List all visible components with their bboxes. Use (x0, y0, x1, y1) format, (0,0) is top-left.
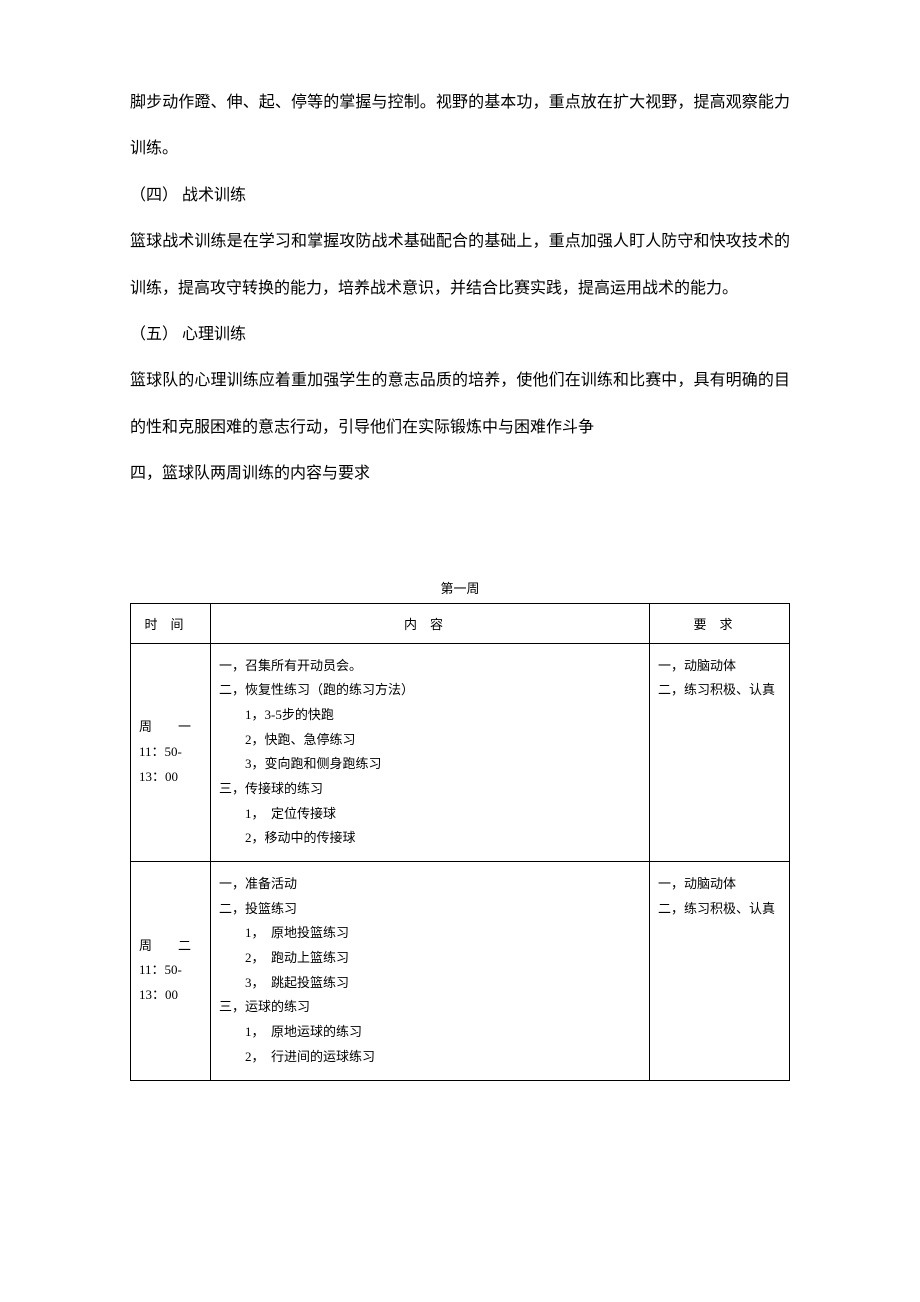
table-caption: 第一周 (130, 578, 790, 597)
section-heading: （四） 战术训练 (130, 173, 790, 219)
col-header-requirement: 要求 (650, 603, 790, 643)
content-line: 2，移动中的传接球 (219, 826, 641, 851)
col-header-content: 内容 (211, 603, 650, 643)
cell-time: 周 一11：50-13：00 (131, 643, 211, 862)
req-line: 一，动脑动体 (658, 654, 781, 679)
paragraph: 篮球队的心理训练应着重加强学生的意志品质的培养，使他们在训练和比赛中，具有明确的… (130, 358, 790, 451)
content-line: 三，传接球的练习 (219, 777, 641, 802)
time-line: 11：50- (139, 740, 202, 765)
time-line: 周 二 (139, 934, 202, 959)
section-heading: （五） 心理训练 (130, 312, 790, 358)
body-text-block: 脚步动作蹬、伸、起、停等的掌握与控制。视野的基本功，重点放在扩大视野，提高观察能… (130, 80, 790, 498)
time-line: 13：00 (139, 983, 202, 1008)
training-plan-table: 时间 内容 要求 周 一11：50-13：00一，召集所有开动员会。二，恢复性练… (130, 603, 790, 1081)
req-line: 二，练习积极、认真 (658, 678, 781, 703)
cell-content: 一，召集所有开动员会。二，恢复性练习（跑的练习方法） 1，3-5步的快跑 2，快… (211, 643, 650, 862)
content-line: 二，恢复性练习（跑的练习方法） (219, 678, 641, 703)
table-row: 周 二11：50-13：00一，准备活动二，投篮练习 1， 原地投篮练习 2， … (131, 862, 790, 1081)
time-line: 周 一 (139, 715, 202, 740)
paragraph: 篮球战术训练是在学习和掌握攻防战术基础配合的基础上，重点加强人盯人防守和快攻技术… (130, 219, 790, 312)
paragraph: 四，篮球队两周训练的内容与要求 (130, 451, 790, 497)
cell-requirement: 一，动脑动体二，练习积极、认真 (650, 643, 790, 862)
cell-content: 一，准备活动二，投篮练习 1， 原地投篮练习 2， 跑动上篮练习 3， 跳起投篮… (211, 862, 650, 1081)
content-line: 一，准备活动 (219, 872, 641, 897)
cell-time: 周 二11：50-13：00 (131, 862, 211, 1081)
content-line: 1， 原地投篮练习 (219, 921, 641, 946)
col-header-time: 时间 (131, 603, 211, 643)
table-row: 周 一11：50-13：00一，召集所有开动员会。二，恢复性练习（跑的练习方法）… (131, 643, 790, 862)
req-line: 二，练习积极、认真 (658, 897, 781, 922)
content-line: 1，3-5步的快跑 (219, 703, 641, 728)
content-line: 一，召集所有开动员会。 (219, 654, 641, 679)
content-line: 二，投篮练习 (219, 897, 641, 922)
time-line: 11：50- (139, 958, 202, 983)
time-line: 13：00 (139, 765, 202, 790)
content-line: 3，变向跑和侧身跑练习 (219, 752, 641, 777)
req-line: 一，动脑动体 (658, 872, 781, 897)
content-line: 2， 跑动上篮练习 (219, 946, 641, 971)
content-line: 1， 定位传接球 (219, 802, 641, 827)
content-line: 3， 跳起投篮练习 (219, 971, 641, 996)
content-line: 1， 原地运球的练习 (219, 1020, 641, 1045)
table-header-row: 时间 内容 要求 (131, 603, 790, 643)
content-line: 2， 行进间的运球练习 (219, 1045, 641, 1070)
content-line: 2，快跑、急停练习 (219, 728, 641, 753)
document-page: 脚步动作蹬、伸、起、停等的掌握与控制。视野的基本功，重点放在扩大视野，提高观察能… (0, 0, 920, 1141)
paragraph: 脚步动作蹬、伸、起、停等的掌握与控制。视野的基本功，重点放在扩大视野，提高观察能… (130, 80, 790, 173)
content-line: 三，运球的练习 (219, 995, 641, 1020)
cell-requirement: 一，动脑动体二，练习积极、认真 (650, 862, 790, 1081)
